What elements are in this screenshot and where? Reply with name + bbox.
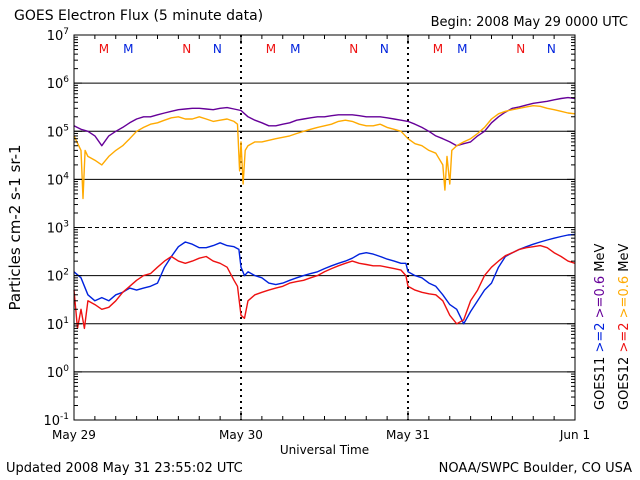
chart-title: GOES Electron Flux (5 minute data) [14, 8, 264, 24]
y-tick-label: 106 [47, 75, 70, 92]
marker-m: M [266, 42, 276, 56]
y-tick-label: 107 [47, 27, 69, 44]
marker-m: M [123, 42, 133, 56]
updated-label: Updated 2008 May 31 23:55:02 UTC [6, 461, 243, 476]
marker-m: M [290, 42, 300, 56]
x-axis-title: Universal Time [280, 443, 369, 457]
marker-m: M [99, 42, 109, 56]
gridlines [74, 35, 575, 420]
series-line: GOES11 >=2 MeV [73, 233, 576, 325]
marker-m: M [433, 42, 443, 56]
begin-label: Begin: 2008 May 29 0000 UTC [430, 15, 628, 30]
series-line: GOES12 >=2 MeV [73, 244, 576, 330]
legend: GOES11 >=2 >=0.6 MeV GOES12 >=2 >=0.6 MeV [593, 244, 632, 410]
x-tick-label: May 30 [219, 428, 263, 442]
marker-n: N [213, 42, 222, 56]
y-tick-label: 104 [47, 171, 70, 188]
y-tick-label: 10-1 [43, 412, 69, 429]
marker-n: N [380, 42, 389, 56]
y-tick-label: 101 [47, 316, 69, 333]
x-tick-label: May 31 [386, 428, 430, 442]
marker-n: N [182, 42, 191, 56]
source-label: NOAA/SWPC Boulder, CO USA [438, 461, 632, 476]
marker-n: N [516, 42, 525, 56]
legend-entry: GOES11 >=2 >=0.6 MeV [593, 244, 608, 410]
plot-frame [73, 34, 576, 421]
y-tick-label: 100 [47, 364, 70, 381]
x-tick-label: Jun 1 [559, 428, 590, 442]
marker-m: M [457, 42, 467, 56]
legend-entry: GOES12 >=2 >=0.6 MeV [617, 244, 632, 410]
series-line: GOES12 >=0.6 MeV [73, 105, 576, 200]
series-line: GOES11 >=0.6 MeV [73, 96, 576, 147]
x-tick-label: May 29 [52, 428, 96, 442]
y-tick-label: 105 [47, 123, 69, 140]
axes [73, 34, 576, 421]
y-axis-title: Particles cm-2 s-1 sr-1 [6, 144, 24, 310]
marker-n: N [547, 42, 556, 56]
y-tick-label: 102 [47, 268, 69, 285]
marker-n: N [349, 42, 358, 56]
y-tick-label: 103 [47, 220, 69, 237]
